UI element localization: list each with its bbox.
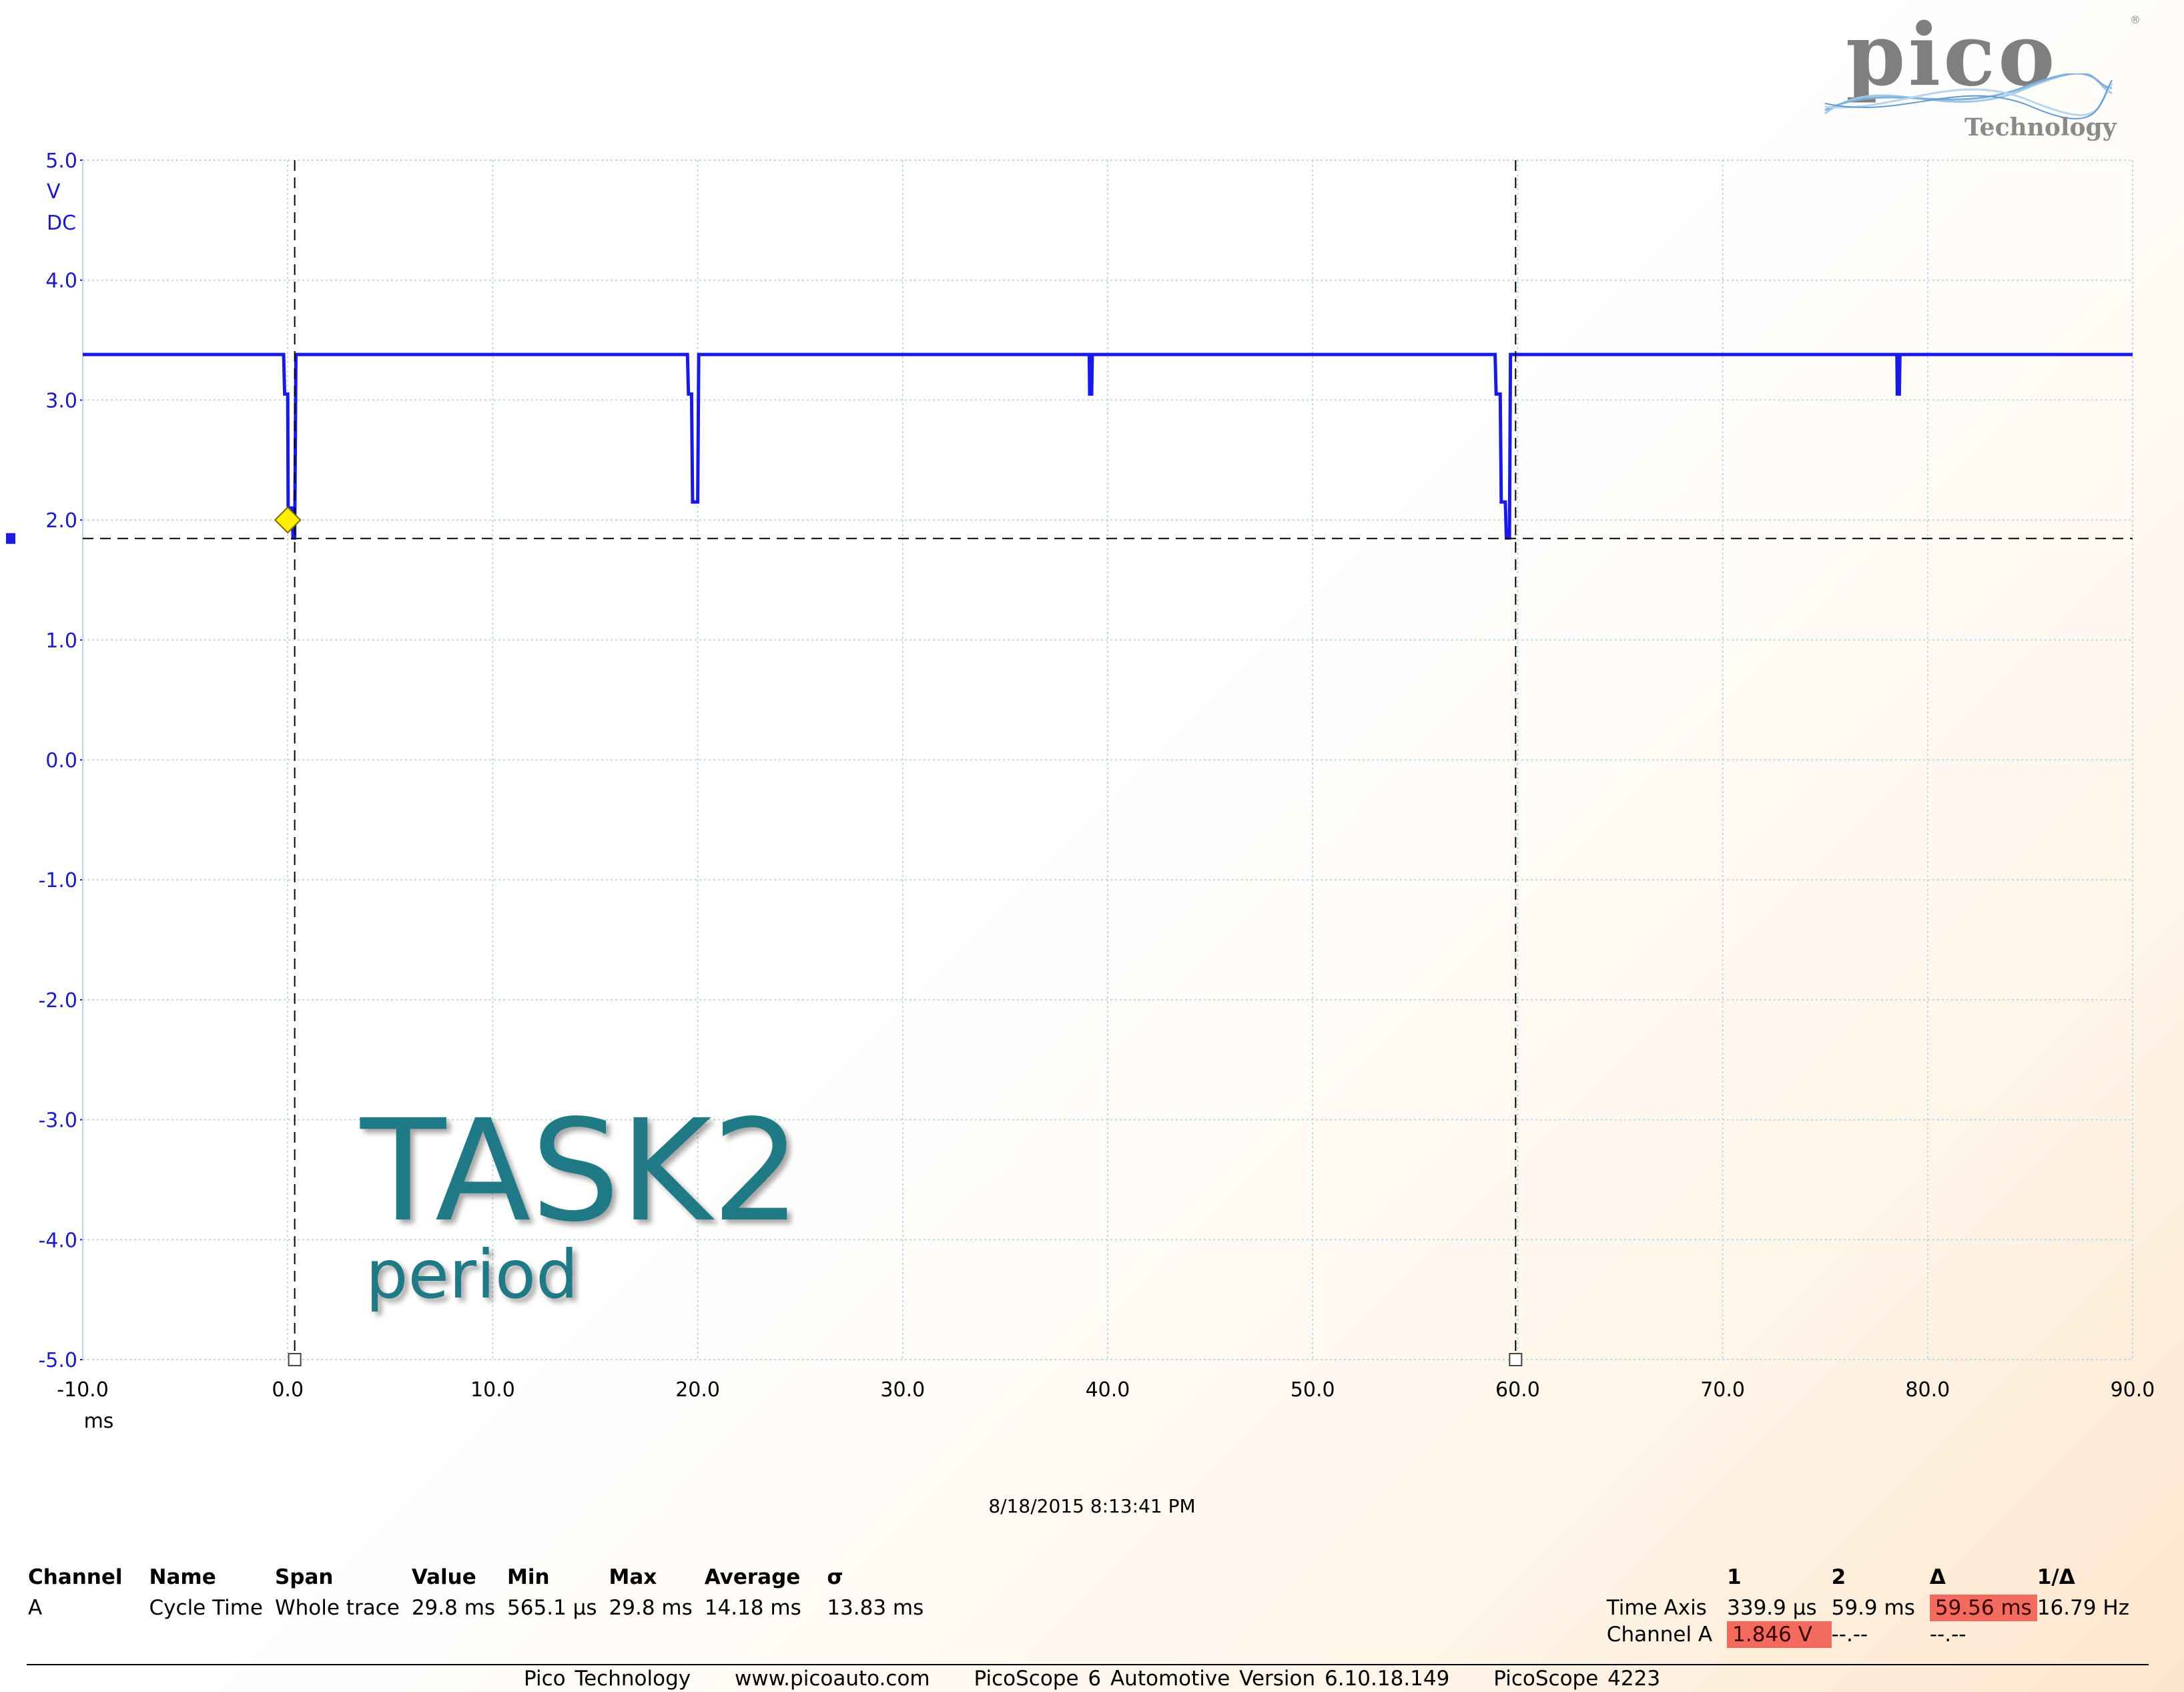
channel-a-frequency-empty	[2037, 1621, 2144, 1648]
chart-grid	[82, 160, 2133, 1360]
time-axis-cursor2: 59.9 ms	[1831, 1596, 1915, 1620]
watermark-subtitle: period	[366, 1235, 579, 1314]
logo-registered-mark: ®	[2130, 13, 2141, 26]
time-axis-label: Time Axis	[1606, 1596, 1707, 1620]
cell-sigma: 13.83 ms	[827, 1596, 924, 1620]
x-tick-label: 20.0	[675, 1378, 720, 1402]
y-tick-label: -5.0	[38, 1349, 77, 1372]
measurement-row[interactable]: A Cycle Time Whole trace 29.8 ms 565.1 µ…	[28, 1596, 936, 1620]
channel-a-delta: --.--	[1929, 1623, 1966, 1647]
capture-timestamp: 8/18/2015 8:13:41 PM	[988, 1495, 1196, 1517]
trigger-marker-icon[interactable]	[274, 506, 302, 534]
channel-a-offset-marker[interactable]	[6, 533, 15, 544]
x-tick-label: 40.0	[1086, 1378, 1130, 1402]
header-name: Name	[149, 1565, 216, 1589]
channel-a-cursor1: 1.846 V	[1727, 1621, 1832, 1648]
oscilloscope-chart: 5.0 4.0 3.0 2.0 1.0 0.0 -1.0 -2.0 -3.0 -4.0 -5.0 VD…	[6, 150, 2155, 1433]
y-tick-label: 1.0	[45, 629, 77, 653]
chart-cursors[interactable]	[83, 160, 2133, 1366]
y-axis-unit-label: V	[47, 180, 61, 204]
footer-website: www.picoauto.com	[734, 1667, 930, 1691]
pico-logo: pico ® Technology	[1822, 5, 2169, 144]
cursor-header-spacer	[1607, 1565, 1727, 1595]
footer: Pico Technology www.picoauto.com PicoSco…	[0, 1667, 2184, 1691]
x-tick-label: 50.0	[1291, 1378, 1335, 1402]
cell-channel: A	[28, 1596, 43, 1620]
x-tick-label: 90.0	[2111, 1378, 2155, 1402]
cursor-header-row: 1 2 Δ 1/Δ	[1607, 1565, 2144, 1595]
footer-company: Pico Technology	[523, 1667, 691, 1691]
header-channel: Channel	[28, 1565, 123, 1589]
x-tick-label: 0.0	[272, 1378, 304, 1402]
cursor-header-inverse: 1/Δ	[2037, 1565, 2075, 1589]
header-min: Min	[507, 1565, 550, 1589]
measurements-table: Channel Name Span Value Min Max Average …	[28, 1565, 936, 1620]
cell-min: 565.1 µs	[507, 1596, 597, 1620]
measurements-header-row: Channel Name Span Value Min Max Average …	[28, 1565, 936, 1596]
cursor-readout-table: 1 2 Δ 1/Δ Time Axis 339.9 µs 59.9 ms 59.…	[1607, 1565, 2144, 1648]
channel-a-label: Channel A	[1606, 1623, 1713, 1647]
chart-markers[interactable]	[6, 506, 302, 544]
time-axis-cursor1: 339.9 µs	[1727, 1596, 1817, 1620]
header-max: Max	[609, 1565, 657, 1589]
header-span: Span	[274, 1565, 334, 1589]
cell-average: 14.18 ms	[704, 1596, 801, 1620]
cell-max: 29.8 ms	[609, 1596, 693, 1620]
x-tick-label: 80.0	[1905, 1378, 1950, 1402]
task-watermark: TASK2 period	[360, 1101, 801, 1308]
footer-version: PicoScope 6 Automotive Version 6.10.18.1…	[974, 1667, 1450, 1691]
cursor-1-handle[interactable]	[288, 1353, 302, 1366]
time-axis-row: Time Axis 339.9 µs 59.9 ms 59.56 ms 16.7…	[1607, 1595, 2144, 1621]
y-tick-label: 3.0	[45, 389, 77, 412]
y-axis-coupling-label: DC	[47, 212, 76, 235]
header-value: Value	[411, 1565, 476, 1589]
y-tick-label: -2.0	[38, 989, 77, 1013]
x-axis-unit-label: ms	[84, 1410, 114, 1433]
y-tick-label: 0.0	[45, 750, 77, 773]
x-tick-label: 60.0	[1495, 1378, 1540, 1402]
x-tick-label: 70.0	[1700, 1378, 1745, 1402]
footer-device: PicoScope 4223	[1493, 1667, 1661, 1691]
y-tick-label: -1.0	[38, 869, 77, 892]
y-tick-label: 4.0	[45, 270, 77, 293]
y-tick-label: 2.0	[45, 509, 77, 533]
cursor-header-1: 1	[1727, 1565, 1742, 1589]
header-average: Average	[704, 1565, 801, 1589]
cursor-header-delta: Δ	[1929, 1565, 1946, 1589]
x-tick-label: -10.0	[57, 1378, 109, 1402]
time-axis-delta: 59.56 ms	[1929, 1595, 2037, 1621]
chart-axes: 5.0 4.0 3.0 2.0 1.0 0.0 -1.0 -2.0 -3.0 -4.0 -5.0 VD…	[38, 150, 2155, 1433]
channel-a-row: Channel A 1.846 V --.-- --.--	[1607, 1621, 2144, 1648]
cursor-header-2: 2	[1831, 1565, 1846, 1589]
y-tick-label: -4.0	[38, 1229, 77, 1252]
cell-name: Cycle Time	[149, 1596, 263, 1620]
cell-span: Whole trace	[274, 1596, 400, 1620]
x-tick-label: 10.0	[470, 1378, 515, 1402]
x-tick-label: 30.0	[880, 1378, 925, 1402]
channel-a-cursor2: --.--	[1831, 1623, 1868, 1647]
cursor-2-handle[interactable]	[1509, 1353, 1523, 1366]
watermark-title: TASK2	[360, 1089, 801, 1253]
y-tick-label: -3.0	[38, 1109, 77, 1133]
logo-subtitle: Technology	[1964, 113, 2117, 142]
logo-waves-icon	[1824, 73, 2113, 119]
time-axis-frequency: 16.79 Hz	[2037, 1596, 2129, 1620]
cell-value: 29.8 ms	[411, 1596, 496, 1620]
footer-divider	[27, 1664, 2149, 1665]
y-tick-label: 5.0	[45, 150, 77, 173]
header-sigma: σ	[827, 1565, 843, 1589]
